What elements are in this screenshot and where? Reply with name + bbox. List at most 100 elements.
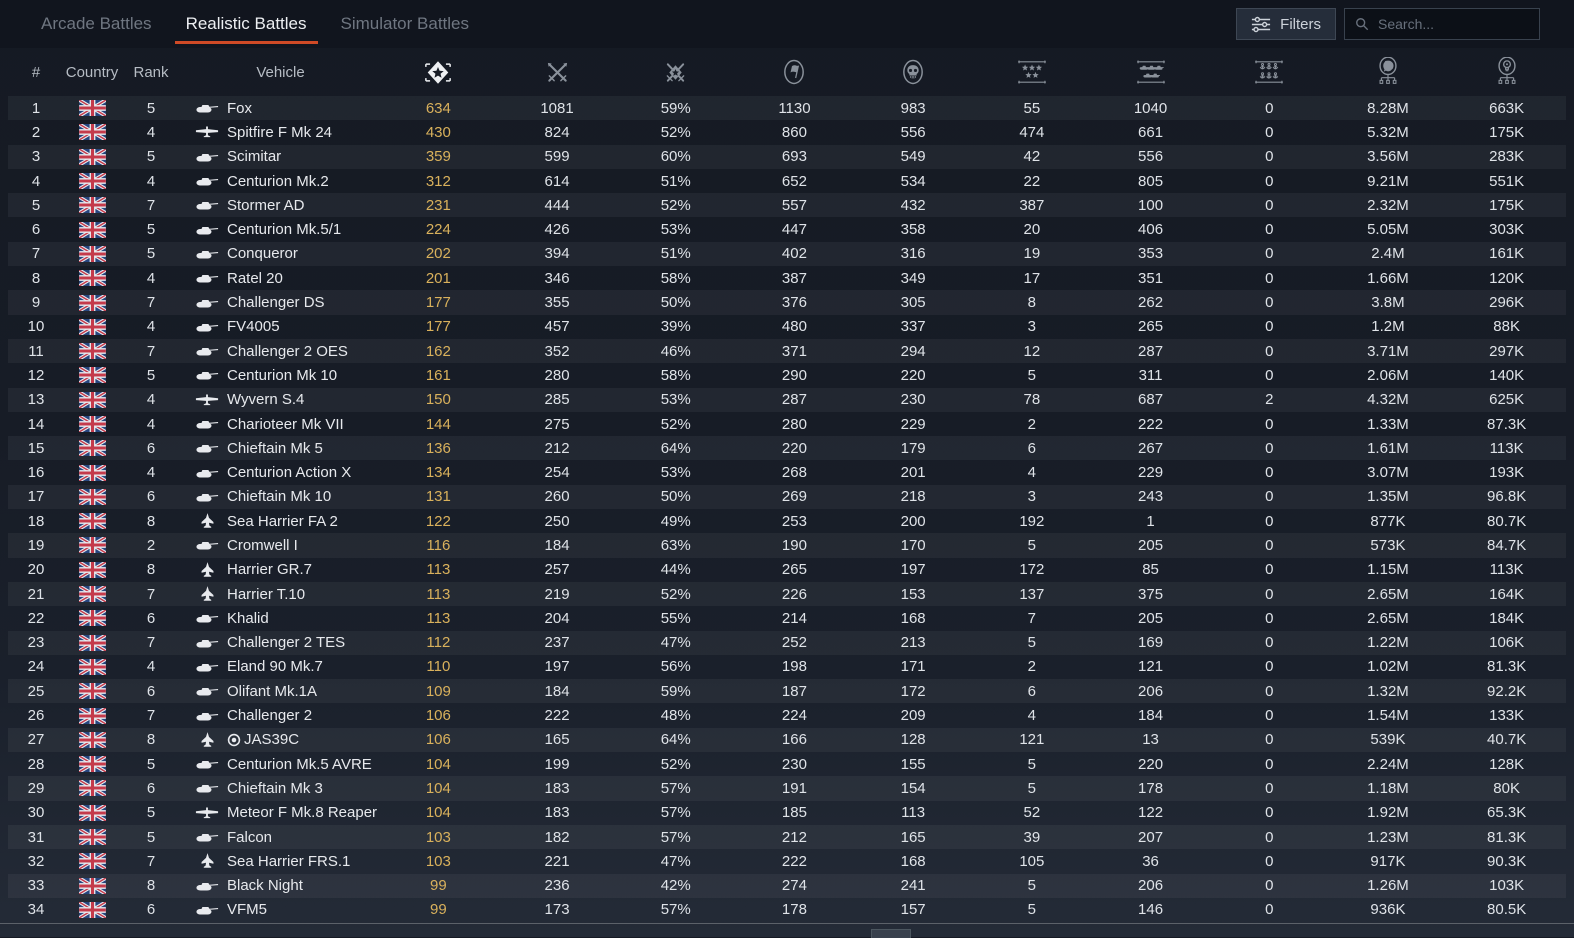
stat-naval-targets: 0 <box>1265 658 1274 676</box>
table-row[interactable]: 23 7 Challenger 2 TES 112 237 47% 252 213 5 16… <box>8 630 1566 655</box>
tab-label: Realistic Battles <box>185 14 307 33</box>
filters-button[interactable]: Filters <box>1236 8 1336 40</box>
tank-icon <box>194 369 220 381</box>
tab-arcade-battles[interactable]: Arcade Battles <box>24 0 169 48</box>
uk-flag-icon <box>78 294 106 311</box>
table-row[interactable]: 27 8 JAS39C 106 165 64% 166 128 121 13 0 539K 40.… <box>8 727 1566 753</box>
table-row[interactable]: 29 6 Chieftain Mk 3 104 183 57% 191 154 5 178 0… <box>8 776 1566 801</box>
row-number: 17 <box>27 488 45 506</box>
stat-air-targets: 105 <box>1019 852 1045 870</box>
table-row[interactable]: 2 4 Spitfire F Mk 24 430 824 52% 860 556 474 6… <box>8 120 1566 144</box>
table-row[interactable]: 1 5 Fox 634 1081 59% 1130 983 55 1040 0 8.28M 663… <box>8 96 1566 121</box>
stat-deaths: 337 <box>900 318 926 336</box>
table-row[interactable]: 21 7 Harrier T.10 113 219 52% 226 153 137 375 0… <box>8 581 1566 607</box>
stat-win-rate: 47% <box>660 852 691 870</box>
table-row[interactable]: 18 8 Sea Harrier FA 2 122 250 49% 253 200 192… <box>8 509 1566 533</box>
stat-silver-lions: 2.32M <box>1367 196 1409 214</box>
table-row[interactable]: 9 7 Challenger DS 177 355 50% 376 305 8 262 0 3.… <box>8 290 1566 315</box>
column-header-number[interactable]: # <box>31 63 41 81</box>
table-row[interactable]: 19 2 Cromwell I 116 184 63% 190 170 5 205 0 573K… <box>8 533 1566 558</box>
stat-victories: 103 <box>425 852 451 870</box>
uk-flag-icon <box>78 148 106 165</box>
table-row[interactable]: 15 6 Chieftain Mk 5 136 212 64% 220 179 6 267 0… <box>8 436 1566 461</box>
column-header-deaths[interactable] <box>854 48 973 96</box>
stat-battles: 394 <box>544 245 570 263</box>
stat-naval-targets: 0 <box>1265 269 1274 287</box>
table-row[interactable]: 6 5 Centurion Mk.5/1 224 426 53% 447 358 20 40… <box>8 217 1566 241</box>
table-row[interactable]: 34 6 VFM5 99 173 57% 178 157 5 146 0 936K 80.5K <box>8 898 1566 922</box>
tank-icon <box>194 297 220 309</box>
table-row[interactable]: 11 7 Challenger 2 OES 162 352 46% 371 294 12 2… <box>8 338 1566 364</box>
column-header-vehicle[interactable]: Vehicle <box>256 63 305 81</box>
table-row[interactable]: 14 4 Charioteer Mk VII 144 275 52% 280 229 2 2… <box>8 412 1566 436</box>
row-number: 8 <box>31 269 41 287</box>
tab-simulator-battles[interactable]: Simulator Battles <box>324 0 487 48</box>
vehicle-cell: Fox <box>182 100 379 117</box>
stat-silver-lions: 1.92M <box>1367 804 1409 822</box>
row-number: 32 <box>27 852 45 870</box>
row-number: 16 <box>27 464 45 482</box>
table-row[interactable]: 4 4 Centurion Mk.2 312 614 51% 652 534 22 805 0… <box>8 169 1566 193</box>
stat-victories: 109 <box>425 682 451 700</box>
vehicle-cell: Charioteer Mk VII <box>182 416 379 433</box>
tab-label: Arcade Battles <box>41 14 152 33</box>
stat-battles: 183 <box>544 804 570 822</box>
search-input[interactable] <box>1376 15 1529 33</box>
column-header-win-rate[interactable] <box>616 48 735 96</box>
table-row[interactable]: 31 5 Falcon 103 182 57% 212 165 39 207 0 1.23M 81… <box>8 824 1566 850</box>
table-row[interactable]: 16 4 Centurion Action X 134 254 53% 268 201 4… <box>8 460 1566 484</box>
table-row[interactable]: 30 5 Meteor F Mk.8 Reaper 104 183 57% 185 11… <box>8 801 1566 825</box>
uk-flag-icon <box>78 100 106 117</box>
vehicle-name: Centurion Mk.2 <box>227 172 329 190</box>
column-header-research-points[interactable] <box>1447 48 1566 96</box>
stat-research-points: 103K <box>1489 877 1525 895</box>
stat-deaths: 171 <box>900 658 926 676</box>
vehicle-cell: Sea Harrier FRS.1 <box>182 853 379 870</box>
table-row[interactable]: 26 7 Challenger 2 106 222 48% 224 209 4 184 0 1.… <box>8 703 1566 727</box>
table-row[interactable]: 8 4 Ratel 20 201 346 58% 387 349 17 351 0 1.66M 1… <box>8 266 1566 290</box>
vehicle-name: Spitfire F Mk 24 <box>227 123 333 141</box>
vehicle-rank: 7 <box>146 294 156 312</box>
stat-air-targets: 12 <box>1023 342 1041 360</box>
column-header-battles[interactable] <box>498 48 617 96</box>
table-row[interactable]: 10 4 FV4005 177 457 39% 480 337 3 265 0 1.2M 88K <box>8 315 1566 339</box>
stat-ground-targets: 1 <box>1146 512 1155 530</box>
table-row[interactable]: 24 4 Eland 90 Mk.7 110 197 56% 198 171 2 121 0 1… <box>8 655 1566 679</box>
column-header-naval-targets[interactable] <box>1210 48 1329 96</box>
table-row[interactable]: 25 6 Olifant Mk.1A 109 184 59% 187 172 6 206 0 1… <box>8 679 1566 704</box>
stat-air-targets: 22 <box>1023 172 1041 190</box>
column-header-respawns[interactable] <box>735 48 854 96</box>
stat-battles: 165 <box>544 731 570 749</box>
table-row[interactable]: 28 5 Centurion Mk.5 AVRE 104 199 52% 230 155… <box>8 752 1566 776</box>
column-header-ground-targets[interactable] <box>1091 48 1210 96</box>
stat-respawns: 860 <box>781 123 807 141</box>
stat-silver-lions: 1.2M <box>1371 318 1405 336</box>
naval-targets-anchors-icon <box>1253 60 1285 84</box>
table-row[interactable]: 17 6 Chieftain Mk 10 131 260 50% 269 218 3 243… <box>8 484 1566 510</box>
country-cell <box>64 270 120 287</box>
table-row[interactable]: 13 4 Wyvern S.4 150 285 53% 287 230 78 687 2 4.3… <box>8 387 1566 412</box>
table-row[interactable]: 22 6 Khalid 113 204 55% 214 168 7 205 0 2.65M 184… <box>8 606 1566 630</box>
stat-battles: 275 <box>544 415 570 433</box>
column-header-air-targets[interactable] <box>972 48 1091 96</box>
column-header-victories[interactable] <box>379 48 498 96</box>
stat-air-targets: 474 <box>1019 123 1045 141</box>
table-row[interactable]: 5 7 Stormer AD 231 444 52% 557 432 387 100 0 2.3… <box>8 193 1566 218</box>
tank-icon <box>194 467 220 479</box>
stat-ground-targets: 351 <box>1138 269 1164 287</box>
stat-silver-lions: 3.56M <box>1367 148 1409 166</box>
table-row[interactable]: 7 5 Conqueror 202 394 51% 402 316 19 353 0 2.4M 1… <box>8 241 1566 267</box>
column-header-rank[interactable]: Rank <box>133 63 169 81</box>
column-header-silver-lions[interactable] <box>1329 48 1448 96</box>
tab-realistic-battles[interactable]: Realistic Battles <box>169 0 324 48</box>
table-row[interactable]: 33 8 Black Night 99 236 42% 274 241 5 206 0 1.26… <box>8 873 1566 898</box>
table-row[interactable]: 32 7 Sea Harrier FRS.1 103 221 47% 222 168 10… <box>8 849 1566 873</box>
scroll-indicator[interactable] <box>871 929 911 938</box>
row-number: 14 <box>27 415 45 433</box>
table-row[interactable]: 3 5 Scimitar 359 599 60% 693 549 42 556 0 3.56M 2… <box>8 144 1566 169</box>
column-header-country[interactable]: Country <box>65 63 119 81</box>
search-box[interactable] <box>1344 8 1540 40</box>
table-row[interactable]: 12 5 Centurion Mk 10 161 280 58% 290 220 5 311… <box>8 363 1566 387</box>
table-row[interactable]: 20 8 Harrier GR.7 113 257 44% 265 197 172 85 0 1… <box>8 558 1566 582</box>
stat-victories: 161 <box>425 366 451 384</box>
